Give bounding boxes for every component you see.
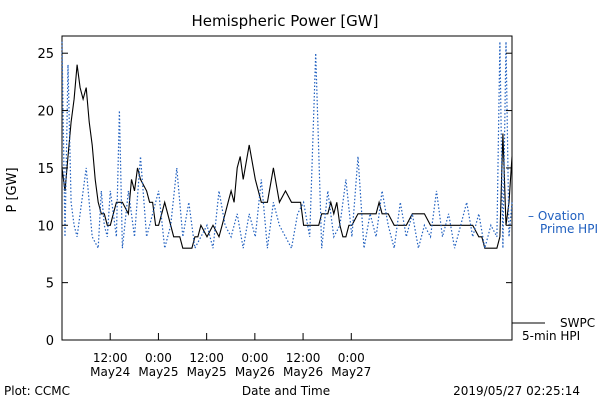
legend-swpc-line2: 5-min HPI — [522, 329, 580, 343]
x-tick-time: 0:00 — [241, 351, 268, 365]
legend: – Ovation Prime HPI SWPC 5-min HPI — [512, 209, 598, 343]
x-tick-time: 12:00 — [93, 351, 128, 365]
legend-ovation-line2: Prime HPI — [540, 222, 598, 236]
x-tick-date: May26 — [283, 365, 323, 379]
plot-frame — [61, 35, 513, 341]
x-tick-date: May27 — [331, 365, 371, 379]
y-tick-label: 10 — [37, 219, 54, 234]
chart-title: Hemispheric Power [GW] — [192, 12, 379, 30]
series-line-swpc — [61, 64, 513, 249]
legend-swpc-line1: SWPC — [560, 316, 595, 330]
plot-area — [61, 35, 513, 341]
x-tick-date: May25 — [138, 365, 178, 379]
x-tick-labels: 12:00May240:00May2512:00May250:00May2612… — [90, 333, 371, 379]
plot-source: Plot: CCMC — [4, 384, 70, 398]
x-tick-date: May24 — [90, 365, 130, 379]
x-tick-time: 12:00 — [189, 351, 224, 365]
series-line-ovation — [61, 41, 513, 251]
x-tick-time: 0:00 — [338, 351, 365, 365]
x-tick-date: May25 — [187, 365, 227, 379]
y-tick-labels: 0 5 10 15 20 25 — [37, 47, 512, 349]
x-tick-date: May26 — [235, 365, 275, 379]
y-tick-label: 25 — [37, 47, 54, 62]
x-tick-time: 12:00 — [286, 351, 321, 365]
legend-ovation-line1: – Ovation — [528, 209, 585, 223]
legend-item-ovation: – Ovation Prime HPI — [528, 209, 598, 236]
y-axis-label: P [GW] — [5, 167, 20, 212]
legend-item-swpc: SWPC 5-min HPI — [512, 316, 595, 343]
y-tick-label: 5 — [46, 277, 54, 292]
y-tick-label: 0 — [46, 334, 54, 349]
plot-timestamp: 2019/05/27 02:25:14 — [453, 384, 580, 398]
x-tick-time: 0:00 — [145, 351, 172, 365]
y-tick-label: 20 — [37, 105, 54, 120]
x-axis-label: Date and Time — [242, 384, 330, 398]
y-tick-label: 15 — [37, 162, 54, 177]
